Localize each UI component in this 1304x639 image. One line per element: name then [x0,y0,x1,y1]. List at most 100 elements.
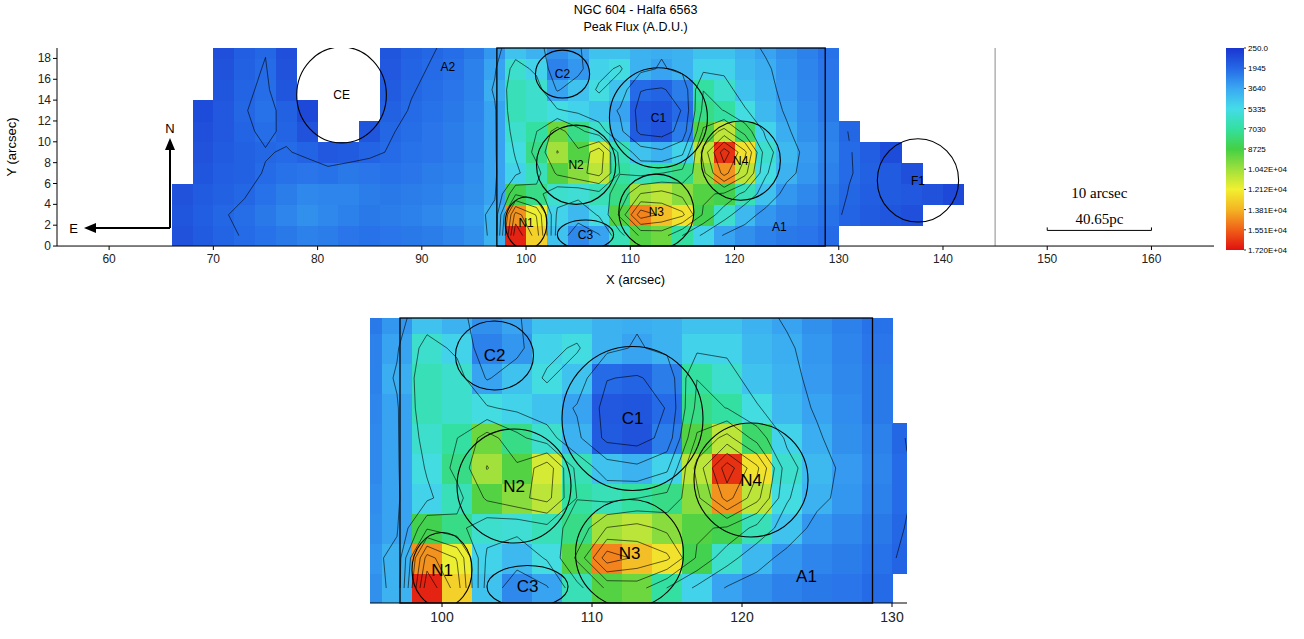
cell [502,393,533,424]
cell [502,318,533,334]
y-tick-label: 6 [44,177,51,191]
x-tick-label: 90 [415,252,429,266]
colorbar-label: 1.720E+04 [1248,246,1287,255]
cell [630,225,651,246]
cell [213,225,234,246]
region-circle [457,429,571,543]
cell [672,163,693,184]
cell [338,163,359,184]
cell [818,225,839,246]
cell [464,225,485,246]
cell [609,142,630,163]
cell [714,79,735,100]
region-circle [609,68,707,168]
contour [408,421,774,588]
cell [892,453,907,484]
cell [630,79,651,100]
cell [412,333,443,364]
cell [276,142,297,163]
cell [832,483,863,514]
colorbar-tick [1244,68,1246,69]
x-tick [317,246,318,250]
y-tick [53,162,57,163]
cell [255,184,276,205]
cell [464,142,485,163]
x-tick-label: 100 [430,609,454,625]
cell [651,142,672,163]
region-circle [619,174,694,246]
cell [443,121,464,142]
cell [735,48,756,59]
region-circle [562,347,703,491]
region-label: C3 [517,577,539,596]
cell [505,163,526,184]
cell [714,225,735,246]
region-label: N1 [518,216,534,230]
cell [652,513,683,544]
compass-label: E [69,221,78,236]
cell [562,453,593,484]
cell [422,100,443,121]
cell [776,48,797,59]
cell [818,184,839,205]
cell [442,393,473,424]
cell [589,204,610,225]
cell [862,483,893,514]
cell [255,121,276,142]
y-tick [53,225,57,226]
plot-area [172,48,995,246]
cell [672,48,693,59]
cell [742,573,773,603]
cell [276,184,297,205]
region-circle [456,321,534,390]
cell [382,318,413,334]
cell [234,58,255,79]
cell [532,453,563,484]
colorbar [1226,48,1244,250]
heatmap-cells [172,48,965,246]
region-circle [297,48,387,143]
cell [880,204,901,225]
cell [193,204,214,225]
cell [213,142,234,163]
cell [568,184,589,205]
cell [318,163,339,184]
cell [255,163,276,184]
cell [712,318,743,334]
cell [297,163,318,184]
cell [652,363,683,394]
cell [755,100,776,121]
cell [589,163,610,184]
colorbar-tick [1244,48,1246,49]
cell [818,142,839,163]
cell [776,58,797,79]
x-tick [630,246,631,250]
cell [797,48,818,59]
cell [464,58,485,79]
figure: CEC2C1N2N4N1C3N3F1A1A2607080901001101201… [0,0,1304,639]
cell [193,184,214,205]
region-label: N3 [649,205,665,219]
cell [682,393,713,424]
x-tick [942,246,943,250]
heatmap-cells [370,318,907,603]
cell [464,184,485,205]
cell [443,48,464,59]
cell [359,225,380,246]
cell [443,184,464,205]
compass-head [165,138,175,150]
cell [382,363,413,394]
x-tick [526,246,527,250]
cell [443,204,464,225]
x-tick-label: 160 [1141,252,1161,266]
cell [622,318,653,334]
cell [862,333,893,364]
contour [384,318,836,588]
cell [370,453,383,484]
cell [255,100,276,121]
y-tick [53,141,57,142]
cell [472,423,503,454]
cell [609,79,630,100]
cell [880,184,901,205]
cell [682,333,713,364]
